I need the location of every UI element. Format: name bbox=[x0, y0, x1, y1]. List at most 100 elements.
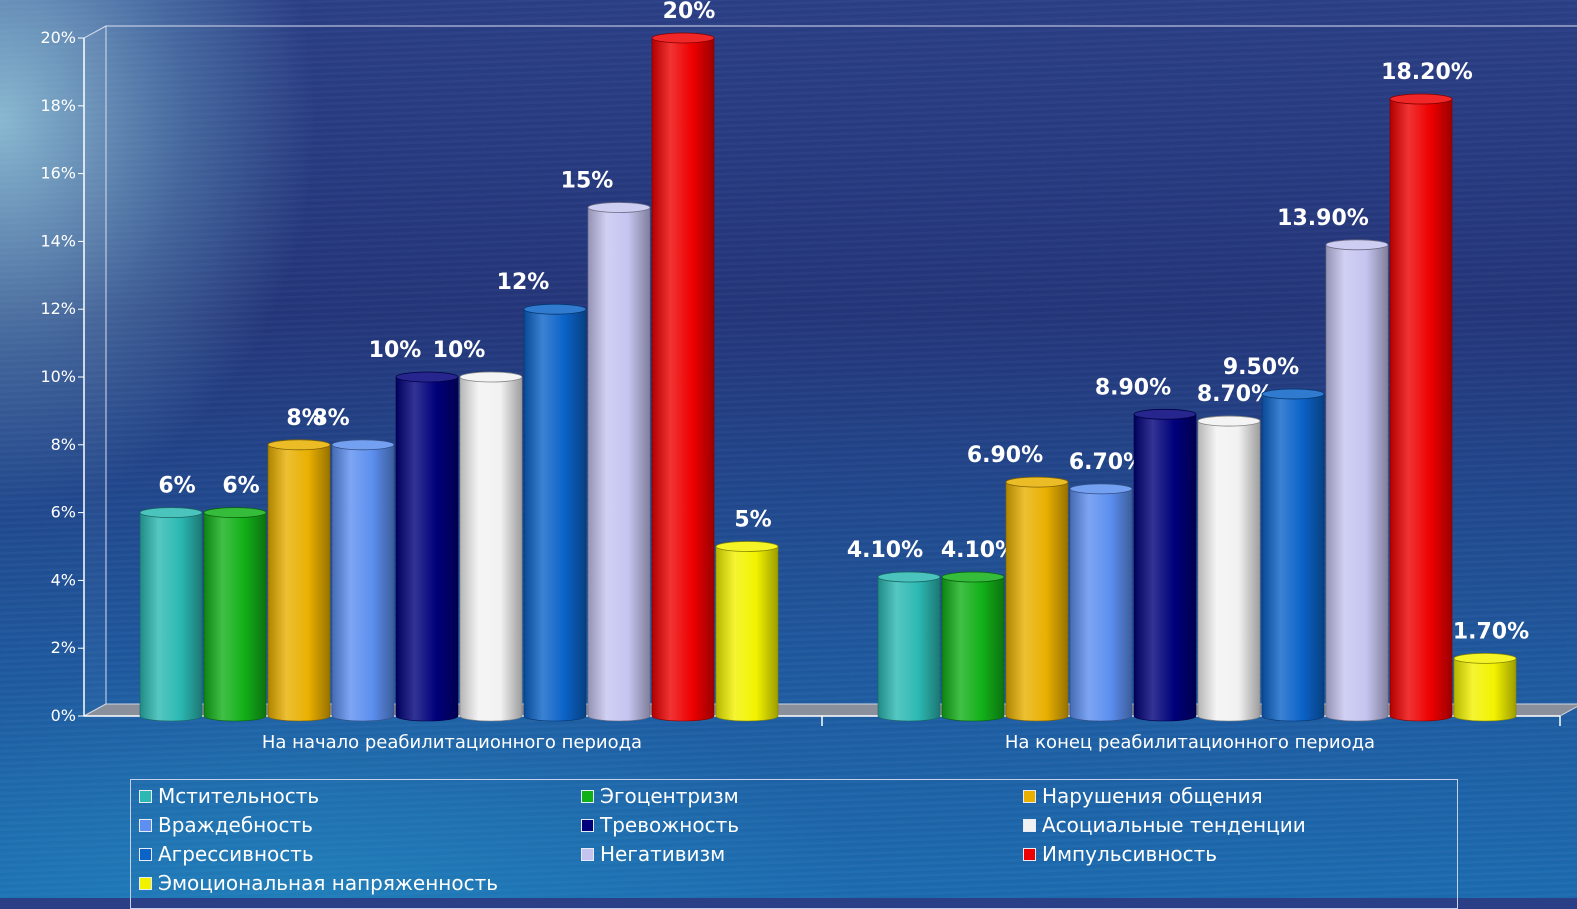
legend-item: Мстительность bbox=[139, 783, 319, 809]
bar-top bbox=[203, 507, 267, 518]
bar-body bbox=[331, 444, 395, 722]
legend-label: Мстительность bbox=[158, 784, 320, 808]
legend-swatch bbox=[139, 789, 152, 803]
bar-body bbox=[1325, 244, 1389, 722]
bar-1-1: 4.10% bbox=[941, 538, 1017, 722]
bar-body bbox=[1005, 481, 1069, 722]
legend-item: Враждебность bbox=[139, 812, 313, 838]
data-label: 13.90% bbox=[1277, 206, 1369, 231]
bar-1-8: 18.20% bbox=[1381, 60, 1473, 722]
legend-label: Асоциальные тенденции bbox=[1042, 813, 1306, 837]
legend-item: Эгоцентризм bbox=[581, 783, 739, 809]
bar-top bbox=[267, 439, 331, 451]
legend-label: Эмоциональная напряженность bbox=[158, 871, 499, 895]
legend-swatch bbox=[581, 789, 594, 803]
data-label: 18.20% bbox=[1381, 60, 1473, 85]
bar-body bbox=[395, 376, 459, 722]
legend-swatch bbox=[1023, 789, 1036, 803]
bar-body bbox=[1389, 98, 1453, 722]
y-tick-label: 10% bbox=[40, 367, 76, 386]
y-tick-label: 8% bbox=[51, 435, 76, 454]
y-tick-label: 12% bbox=[40, 299, 76, 318]
legend-label: Тревожность bbox=[600, 813, 740, 837]
bar-body bbox=[715, 546, 779, 722]
legend-label: Эгоцентризм bbox=[600, 784, 739, 808]
data-label: 8% bbox=[312, 406, 349, 431]
y-tick-label: 18% bbox=[40, 96, 76, 115]
bar-top bbox=[1005, 476, 1069, 488]
data-label: 6% bbox=[158, 474, 195, 499]
bar-top bbox=[1261, 388, 1325, 400]
bar-1-4: 8.90% bbox=[1095, 375, 1197, 722]
legend-label: Враждебность bbox=[158, 813, 313, 837]
y-tick-label: 16% bbox=[40, 164, 76, 183]
bar-top bbox=[1069, 483, 1133, 495]
data-label: 4.10% bbox=[941, 538, 1017, 563]
data-label: 8.90% bbox=[1095, 375, 1171, 400]
legend-item: Эмоциональная напряженность bbox=[139, 870, 498, 896]
bar-top bbox=[1133, 408, 1197, 420]
data-label: 15% bbox=[561, 169, 614, 194]
legend-label: Нарушения общения bbox=[1042, 784, 1263, 808]
bar-0-1: 6% bbox=[203, 474, 267, 722]
bar-top bbox=[587, 202, 651, 213]
bar-body bbox=[267, 444, 331, 722]
data-label: 12% bbox=[497, 270, 550, 295]
chart-side-wall bbox=[83, 25, 107, 717]
bar-body bbox=[1197, 420, 1261, 722]
bar-top bbox=[139, 507, 203, 518]
bar-body bbox=[651, 37, 715, 722]
x-category-label: На конец реабилитационного периода bbox=[1005, 732, 1375, 753]
bar-body bbox=[1133, 413, 1197, 722]
bar-0-6: 12% bbox=[497, 270, 587, 722]
legend-label: Агрессивность bbox=[158, 842, 314, 866]
bar-top bbox=[1389, 93, 1453, 105]
bar-body bbox=[1069, 488, 1133, 722]
data-label: 5% bbox=[734, 508, 771, 533]
data-label: 6.90% bbox=[967, 443, 1043, 468]
bar-top bbox=[459, 371, 523, 383]
y-tick-label: 6% bbox=[51, 503, 76, 522]
bar-1-0: 4.10% bbox=[847, 538, 941, 722]
legend-swatch bbox=[581, 847, 594, 861]
data-label: 6% bbox=[222, 474, 259, 499]
data-label: 4.10% bbox=[847, 538, 923, 563]
bar-body bbox=[523, 308, 587, 722]
data-label: 10% bbox=[369, 338, 422, 363]
bar-body bbox=[1261, 393, 1325, 722]
bar-1-6: 9.50% bbox=[1223, 355, 1325, 722]
bar-body bbox=[139, 512, 203, 722]
legend-item: Негативизм bbox=[581, 841, 725, 867]
legend-swatch bbox=[139, 818, 152, 832]
y-tick-label: 2% bbox=[51, 638, 76, 657]
bar-0-8: 20% bbox=[651, 0, 716, 722]
bar-top bbox=[877, 571, 941, 583]
bar-0-0: 6% bbox=[139, 474, 203, 722]
bar-body bbox=[459, 376, 523, 722]
bar-0-9: 5% bbox=[715, 508, 779, 722]
bar-top bbox=[1325, 239, 1389, 251]
bar-top bbox=[941, 571, 1005, 583]
legend-item: Нарушения общения bbox=[1023, 783, 1263, 809]
legend-item: Импульсивность bbox=[1023, 841, 1217, 867]
data-label: 20% bbox=[663, 0, 716, 24]
bar-0-4: 10% bbox=[369, 338, 459, 722]
legend-item: Агрессивность bbox=[139, 841, 314, 867]
data-label: 8% bbox=[286, 406, 323, 431]
bar-0-2: 8% bbox=[267, 406, 331, 722]
y-tick-label: 20% bbox=[40, 28, 76, 47]
bar-body bbox=[587, 207, 651, 722]
legend-swatch bbox=[139, 876, 152, 890]
bar-top bbox=[1197, 415, 1261, 427]
data-label: 1.70% bbox=[1453, 619, 1529, 644]
bar-top bbox=[395, 371, 459, 383]
legend-label: Импульсивность bbox=[1042, 842, 1218, 866]
chart-legend: Мстительность Эгоцентризм Нарушения общени… bbox=[130, 779, 1458, 909]
bar-body bbox=[203, 512, 267, 722]
legend-swatch bbox=[581, 818, 594, 832]
legend-swatch bbox=[139, 847, 152, 861]
bar-body bbox=[941, 576, 1005, 722]
bar-0-3: 8% bbox=[312, 406, 395, 722]
legend-swatch bbox=[1023, 818, 1036, 832]
